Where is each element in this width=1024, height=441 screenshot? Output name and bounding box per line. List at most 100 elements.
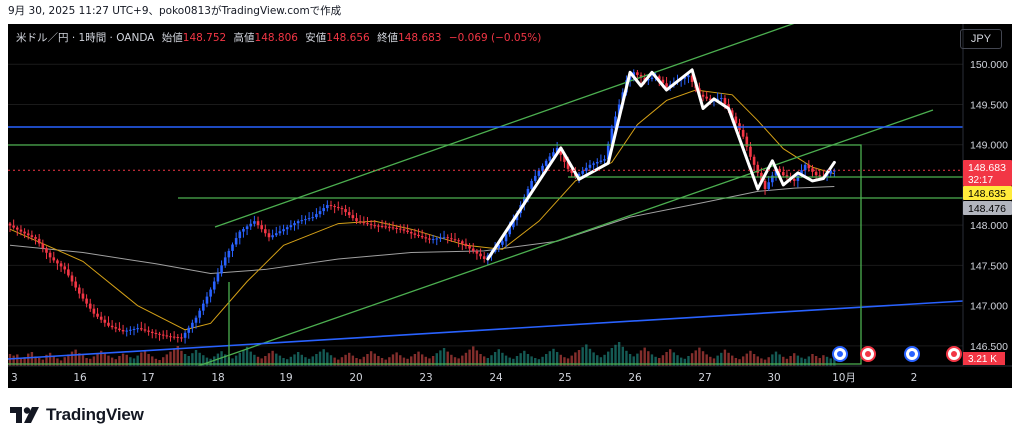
candle-body xyxy=(158,333,161,335)
volume-bar xyxy=(537,359,541,366)
volume-bar xyxy=(683,358,687,366)
candle-body xyxy=(818,175,822,177)
volume-bar xyxy=(603,354,606,366)
volume-bar xyxy=(709,356,712,366)
price-tick-label: 146.500 xyxy=(970,341,1008,353)
candle-body xyxy=(300,220,304,222)
candle-body xyxy=(125,330,129,332)
candle-body xyxy=(282,229,285,232)
volume-bar xyxy=(406,358,409,366)
trendline-lower xyxy=(8,300,964,360)
candle-body xyxy=(37,238,41,244)
currency-button[interactable]: JPY xyxy=(960,29,1002,49)
volume-bar xyxy=(373,353,376,366)
candle-body xyxy=(745,136,749,147)
volume-bar xyxy=(224,354,227,366)
volume-bar xyxy=(307,358,311,366)
volume-bar xyxy=(420,354,424,366)
candle-body xyxy=(475,250,479,254)
volume-bar xyxy=(74,349,77,366)
chart-panel[interactable]: 150.000 149.500 149.000 148.000 147.500 147.0… xyxy=(8,24,1012,388)
volume-bar xyxy=(23,357,26,366)
volume-bar xyxy=(607,351,610,366)
candle-body xyxy=(439,237,442,239)
volume-bar xyxy=(293,354,296,366)
volume-bar xyxy=(402,357,406,366)
volume-bar xyxy=(249,351,252,366)
volume-bar xyxy=(453,357,457,366)
volume-bar xyxy=(442,348,446,366)
volume-bar xyxy=(428,358,431,366)
candle-body xyxy=(829,170,833,174)
volume-bar xyxy=(34,356,37,366)
candle-body xyxy=(588,164,592,168)
candle-body xyxy=(807,164,811,169)
candle-body xyxy=(741,129,745,137)
candle-body xyxy=(752,156,756,165)
candle-body xyxy=(318,211,322,215)
candle-body xyxy=(803,164,807,171)
candle-body xyxy=(424,237,428,239)
volume-bar xyxy=(191,353,194,366)
candle-body xyxy=(99,316,103,320)
low-value: 148.656 xyxy=(326,32,370,44)
candle-body xyxy=(734,116,738,124)
volume-bar xyxy=(202,355,205,366)
candle-body xyxy=(471,248,475,251)
candle-body xyxy=(256,221,260,226)
candle-body xyxy=(391,227,395,229)
candle-body xyxy=(756,164,760,173)
candle-body xyxy=(585,167,588,171)
volume-bar xyxy=(344,354,347,366)
last-price-label: 148.683 xyxy=(968,162,1006,174)
volume-bar xyxy=(716,355,719,366)
candle-body xyxy=(369,224,373,226)
candle-body xyxy=(460,241,464,244)
volume-bar xyxy=(388,357,391,366)
volume-bar xyxy=(749,350,752,366)
volume-bar xyxy=(107,355,110,366)
candle-body xyxy=(833,170,836,172)
candle-body xyxy=(749,146,752,157)
volume-bar xyxy=(614,344,617,366)
volume-bar xyxy=(121,353,125,366)
volume-bar xyxy=(632,356,635,366)
volume-bar xyxy=(610,348,614,366)
volume-bar xyxy=(231,358,234,366)
candle-body xyxy=(296,221,300,224)
candle-body xyxy=(647,78,650,81)
candle-body xyxy=(81,293,85,299)
volume-label: 3.21 K xyxy=(968,354,997,365)
volume-bar xyxy=(446,351,449,366)
price-tick-label: 149.000 xyxy=(970,140,1008,152)
time-tick-label: 24 xyxy=(489,372,503,384)
price-chart[interactable]: 150.000 149.500 149.000 148.000 147.500 147.0… xyxy=(8,24,1012,388)
volume-bar xyxy=(125,354,128,366)
volume-bar xyxy=(110,357,114,366)
close-value: 148.683 xyxy=(398,32,442,44)
volume-bar xyxy=(760,358,763,366)
time-tick-label: 19 xyxy=(279,372,292,384)
candle-body xyxy=(238,231,242,239)
volume-bar xyxy=(661,355,665,366)
candle-body xyxy=(154,333,158,335)
volume-bar xyxy=(147,354,150,366)
volume-bar xyxy=(183,354,187,366)
volume-bar xyxy=(333,357,336,366)
volume-bar xyxy=(384,359,387,366)
candle-body xyxy=(220,265,223,274)
volume-bar xyxy=(304,357,307,366)
candle-body xyxy=(8,223,12,226)
volume-bar xyxy=(807,356,811,366)
volume-bar xyxy=(712,358,716,366)
volume-bar xyxy=(289,356,293,366)
symbol-label: 米ドル／円 · 1時間 · OANDA xyxy=(16,32,155,44)
volume-bar xyxy=(643,347,646,366)
volume-bar xyxy=(380,358,384,366)
volume-bar xyxy=(326,352,329,366)
candle-body xyxy=(194,317,198,323)
candle-body xyxy=(687,75,690,78)
volume-bar xyxy=(238,352,241,366)
candle-body xyxy=(814,171,818,176)
volume-bar xyxy=(789,356,792,366)
